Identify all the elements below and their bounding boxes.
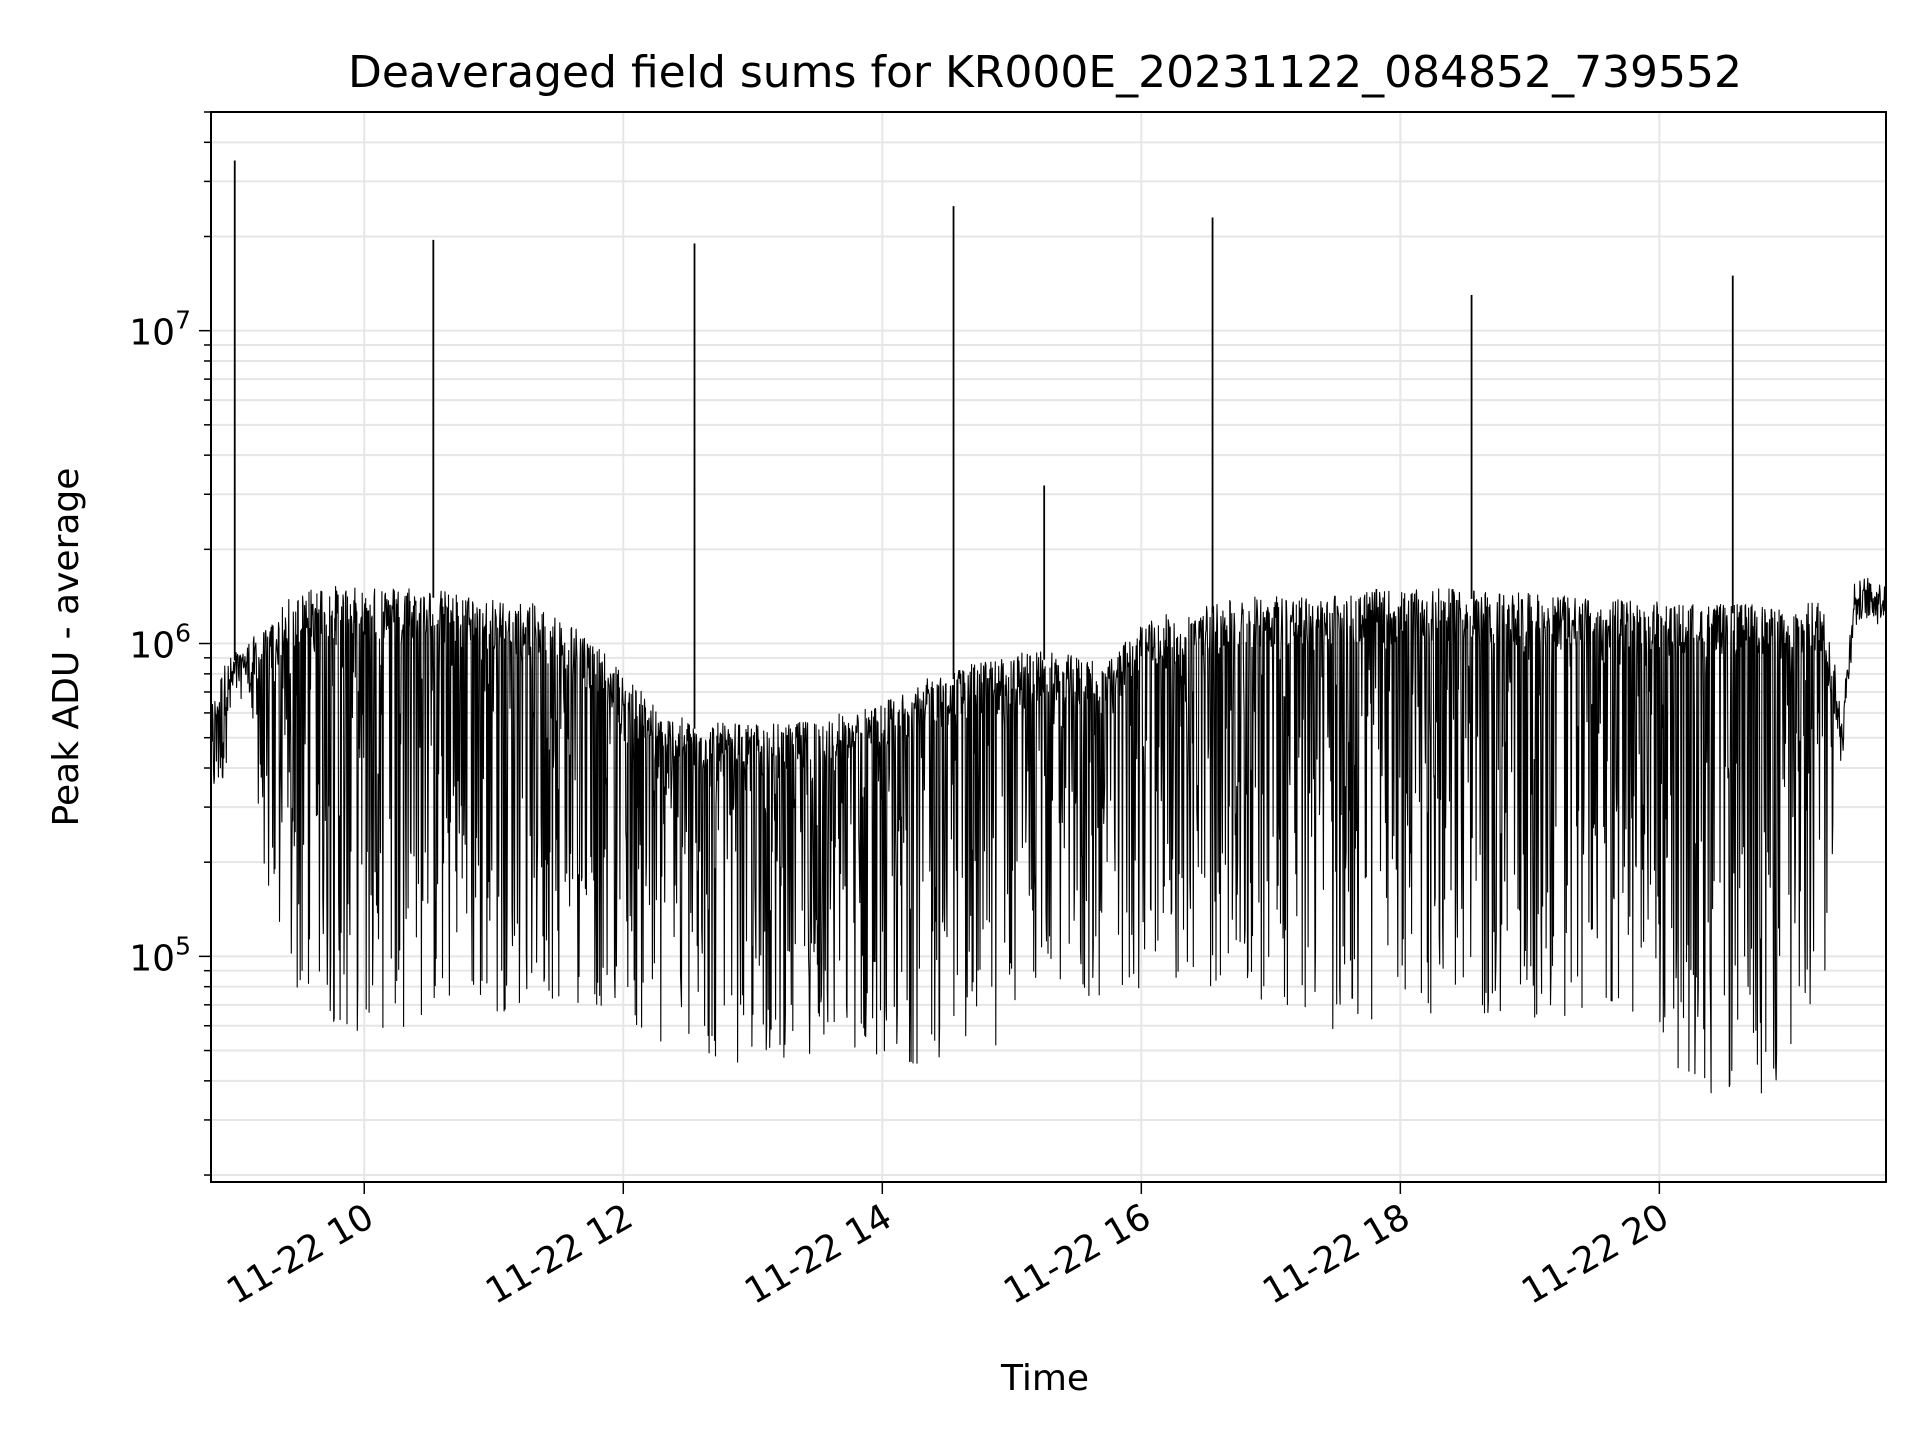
series-line	[210, 577, 1887, 1094]
chart-title: Deaveraged field sums for KR000E_2023112…	[348, 47, 1742, 98]
x-axis-label: Time	[1000, 1358, 1089, 1399]
y-axis-label: Peak ADU - average	[46, 468, 87, 827]
y-tick-label: 106	[129, 619, 191, 667]
y-tick-label: 107	[129, 306, 191, 354]
axes-frame	[210, 111, 1887, 1183]
y-tick-label: 105	[129, 931, 191, 979]
y-axis-ticks: 105 106 107	[129, 111, 211, 1176]
plot-area	[210, 160, 1887, 1094]
